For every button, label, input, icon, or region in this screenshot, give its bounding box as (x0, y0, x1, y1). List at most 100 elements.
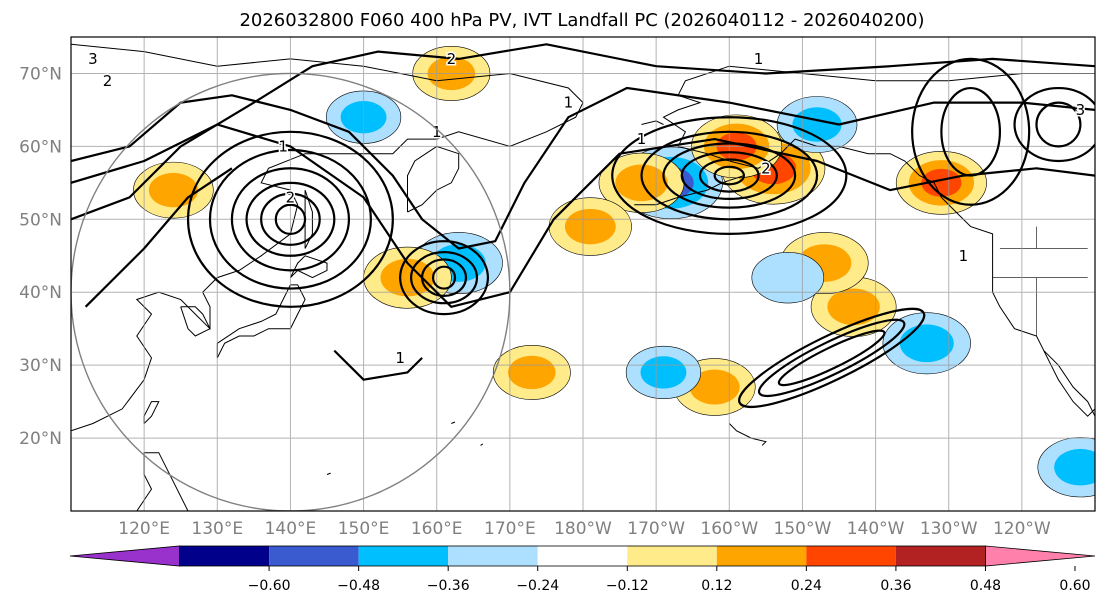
longitude-label: 120°W (993, 519, 1051, 539)
pv-contour (698, 158, 760, 193)
longitude-label: 150°E (338, 519, 390, 539)
pv-contour (186, 130, 394, 308)
colorbar-tick-label: −0.36 (427, 578, 470, 594)
anomaly-contour-fill (792, 107, 842, 142)
colorbar-tick-label: 0.60 (1059, 578, 1090, 594)
latitude-label: 60°N (19, 137, 62, 157)
pv-contour-line (333, 349, 423, 381)
coastline (407, 145, 460, 213)
colorbar-tick-label: 0.12 (701, 578, 732, 594)
pv-contour-line (71, 123, 1095, 308)
pv-contour-label: 1 (754, 50, 764, 68)
pv-contour (230, 167, 351, 272)
anomaly-contour-fill (640, 356, 687, 389)
coastline (289, 255, 328, 279)
pv-contour (399, 240, 490, 316)
pv-contour (1035, 101, 1082, 148)
longitude-label: 170°E (484, 519, 536, 539)
colorbar-tick-label: −0.48 (337, 578, 380, 594)
longitude-label: 130°E (191, 519, 243, 539)
latitude-label: 20°N (19, 429, 62, 449)
anomaly-contour-fill (827, 288, 880, 326)
longitude-label: 170°W (627, 519, 685, 539)
pv-contour-label: 1 (395, 349, 405, 367)
colorbar-segment (537, 546, 628, 566)
pv-contour (260, 192, 321, 246)
anomaly-patch (776, 96, 858, 153)
colorbar-segment (806, 546, 896, 566)
longitude-label: 160°W (700, 519, 758, 539)
pv-contour (640, 130, 819, 221)
latitude-label: 30°N (19, 356, 62, 376)
anomaly-patch (548, 197, 632, 256)
pv-contour (274, 203, 307, 235)
pv-contour-label: 1 (959, 247, 969, 265)
gridline-layer (71, 37, 1095, 511)
pv-contour-label: 1 (278, 137, 288, 155)
radius-circle-layer (71, 72, 511, 511)
anomaly-contour-fill (689, 369, 740, 405)
pv-contour (611, 116, 848, 235)
coastline (326, 472, 331, 475)
anomaly-fill-layer (133, 46, 1095, 498)
pv-contour-label: 2 (761, 159, 771, 177)
pv-contour-label: 1 (637, 130, 647, 148)
coastline (480, 443, 484, 446)
pv-contour-line (84, 167, 233, 308)
coastline (481, 515, 488, 519)
colorbar-tick-label: 0.24 (791, 578, 822, 594)
colorbar-segment (627, 546, 717, 566)
longitude-label: 160°E (411, 519, 463, 539)
anomaly-patch (133, 161, 214, 219)
pv-contour (410, 251, 479, 305)
colorbar-segment (716, 546, 807, 566)
landfall-radius-circle (71, 72, 511, 511)
map-frame (70, 36, 1096, 512)
anomaly-contour-fill (751, 251, 825, 304)
pv-contour (713, 165, 746, 186)
latitude-label: 40°N (19, 283, 62, 303)
pv-contour-line (71, 86, 1095, 250)
anomaly-patch (492, 345, 571, 400)
longitude-labels: 120°E 130°E 140°E 150°E 160°E 170°E 180°W 170°W… (118, 519, 1051, 539)
colorbar-tick-label: −0.60 (248, 578, 291, 594)
anomaly-patch (1037, 437, 1095, 498)
pv-contour (1013, 86, 1095, 163)
pv-contour (757, 318, 906, 398)
pv-contour-label: 3 (1076, 101, 1086, 119)
colorbar-tick-label: −0.24 (516, 578, 559, 594)
pv-contour (911, 57, 1031, 206)
colorbar-segment (269, 546, 359, 566)
colorbar-segment (895, 546, 986, 566)
anomaly-patch (895, 151, 987, 215)
anomaly-patch (751, 251, 825, 304)
anomaly-contour-fill (508, 355, 556, 390)
pv-contour-label: 2 (447, 50, 457, 68)
colorbar-extend-max (985, 545, 1096, 567)
coastline (180, 306, 211, 337)
colorbar-segment (448, 546, 538, 566)
anomaly-contour-fill (899, 324, 954, 363)
pv-contour-label: 1 (564, 94, 574, 112)
colorbar: −0.60 −0.48 −0.36 −0.24 −0.12 0.12 0.24 0.36 0.4… (69, 545, 1096, 594)
coastline (304, 189, 313, 249)
longitude-label: 140°W (847, 519, 905, 539)
longitude-label: 130°W (920, 519, 978, 539)
pv-contour (662, 142, 797, 209)
colorbar-extend-min (69, 545, 180, 567)
colorbar-tick-label: −0.12 (606, 578, 649, 594)
pv-contour (777, 329, 886, 387)
longitude-label: 180°W (554, 519, 612, 539)
longitude-label: 140°E (265, 519, 317, 539)
pv-contour (245, 181, 336, 257)
pv-contour (738, 307, 926, 408)
anomaly-patch (363, 246, 452, 309)
anomaly-contour-fill (564, 208, 616, 245)
longitude-label: 120°E (118, 519, 170, 539)
colorbar-segment (358, 546, 449, 566)
latitude-label: 50°N (19, 210, 62, 230)
anomaly-contour-fill (1054, 448, 1095, 486)
